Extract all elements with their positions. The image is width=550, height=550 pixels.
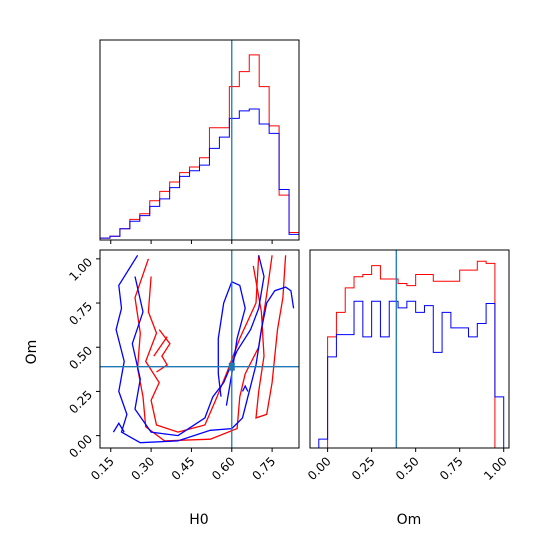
y-axis-label-om: Om [24, 340, 40, 365]
x-axis-label-om: Om [397, 512, 422, 528]
om-hist-lines [318, 260, 505, 448]
contour-red-1 [144, 255, 260, 433]
om-x-tick-label-1: 0.25 [349, 454, 378, 483]
om-histogram-panel: 0.00 0.25 0.50 0.75 1.00 [305, 249, 510, 483]
om-hist-red [318, 260, 504, 448]
truth-marker [228, 362, 235, 371]
h0-hist-frame [99, 39, 300, 241]
h0-tick-label-3: 0.60 [209, 454, 238, 483]
h0-tick-label-0: 0.15 [88, 454, 117, 483]
h0-hist-red [99, 54, 300, 240]
contour-blue-1 [131, 255, 265, 437]
om-hist-blue [318, 300, 505, 448]
h0-om-contour-panel: 0.15 0.30 0.45 0.60 0.75 0.00 0.25 0.50 0.75 1.00 [66, 249, 300, 483]
h0-tick-label-4: 0.75 [249, 454, 278, 483]
x-axis-label-h0: H0 [189, 512, 208, 528]
h0-histogram-panel [99, 39, 300, 244]
h0-tick-label-1: 0.30 [128, 454, 157, 483]
contour-frame [99, 249, 300, 449]
h0-tick-label-2: 0.45 [169, 454, 198, 483]
contour-blue-2 [217, 280, 246, 406]
contour-blue-3 [112, 422, 125, 433]
contour-blue-0 [115, 254, 295, 444]
om-y-tick-label-1: 0.25 [66, 388, 95, 417]
om-y-tick-label-0: 0.00 [66, 432, 95, 461]
om-x-tick-label-4: 1.00 [481, 454, 510, 483]
contour-red-3 [156, 329, 171, 373]
om-y-tick-label-2: 0.50 [66, 343, 95, 372]
om-x-tick-label-3: 0.75 [437, 454, 466, 483]
contour-red-0 [134, 255, 273, 442]
om-x-tick-label-0: 0.00 [305, 454, 334, 483]
om-y-tick-label-3: 0.75 [66, 299, 95, 328]
om-x-tick-label-2: 0.50 [393, 454, 422, 483]
contour-lines [112, 254, 295, 444]
h0-hist-blue [99, 108, 300, 240]
om-hist-frame [309, 249, 510, 449]
contour-blue-4 [241, 384, 249, 392]
contour-red-2 [252, 255, 287, 419]
contour-red-4 [153, 336, 168, 357]
om-y-tick-label-4: 1.00 [66, 255, 95, 284]
